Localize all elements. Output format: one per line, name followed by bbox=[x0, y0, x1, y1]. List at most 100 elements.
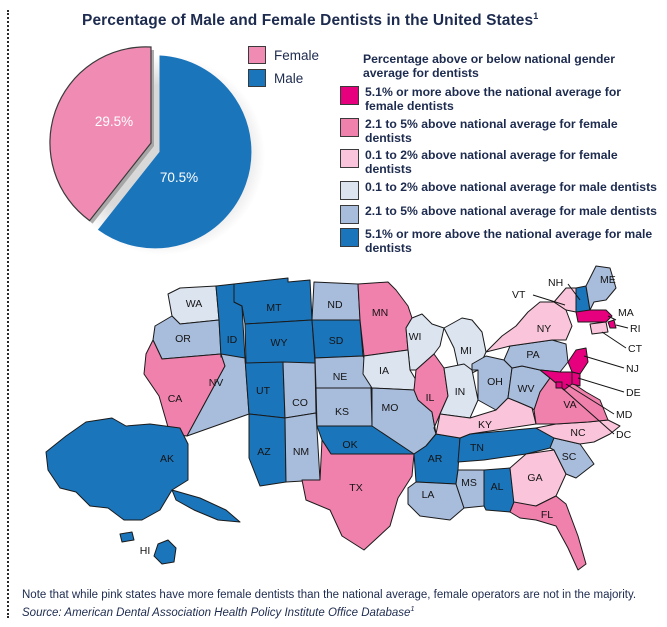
state-CT[interactable] bbox=[589, 321, 609, 335]
map-label-ID: ID bbox=[227, 334, 238, 346]
map-label-VA: VA bbox=[563, 399, 576, 411]
map-label-GA: GA bbox=[527, 472, 542, 484]
map-label-NJ: NJ bbox=[626, 363, 639, 375]
map-label-HI: HI bbox=[140, 545, 151, 557]
map-legend-swatch-m25 bbox=[340, 204, 359, 224]
map-legend: Percentage above or below national gende… bbox=[340, 52, 662, 259]
map-label-OK: OK bbox=[342, 439, 357, 451]
map-legend-label-f51: 5.1% or more above the national average … bbox=[365, 84, 622, 113]
us-map-svg: WA OR CA ID NV MT WY UT AZ CO NM ND SD N… bbox=[45, 265, 643, 571]
map-label-RI: RI bbox=[630, 323, 641, 335]
map-label-AR: AR bbox=[428, 453, 443, 465]
state-DE[interactable] bbox=[571, 371, 581, 387]
map-legend-swatch-m02 bbox=[340, 181, 359, 201]
map-label-NC: NC bbox=[570, 427, 586, 439]
state-DC[interactable] bbox=[555, 381, 563, 389]
state-LA[interactable] bbox=[407, 481, 465, 521]
map-label-TN: TN bbox=[470, 442, 484, 454]
pie-legend-swatch-female bbox=[248, 46, 266, 64]
pie-legend-item-male[interactable]: Male bbox=[248, 69, 348, 87]
map-legend-item-f02[interactable]: 0.1 to 2% above national average for fem… bbox=[340, 148, 662, 176]
pie-legend-swatch-male bbox=[248, 69, 266, 87]
leader-DC bbox=[561, 387, 615, 435]
map-legend-swatch-f25 bbox=[340, 117, 359, 137]
pie-slice-male[interactable] bbox=[97, 55, 252, 249]
state-AZ[interactable] bbox=[248, 413, 287, 487]
title-footnote-marker: 1 bbox=[533, 11, 539, 21]
map-label-NH: NH bbox=[548, 277, 563, 289]
leader-MA bbox=[607, 315, 617, 321]
map-label-OH: OH bbox=[487, 376, 503, 388]
state-MT[interactable] bbox=[233, 277, 313, 325]
leader-NH bbox=[567, 283, 581, 301]
footer-note: Note that while pink states have more fe… bbox=[22, 589, 637, 601]
map-legend-swatch-f51 bbox=[340, 85, 359, 105]
map-label-WV: WV bbox=[518, 383, 535, 395]
map-label-MS: MS bbox=[461, 477, 477, 489]
state-SC[interactable] bbox=[549, 437, 595, 479]
map-label-LA: LA bbox=[422, 489, 435, 501]
state-HI[interactable] bbox=[153, 539, 177, 565]
map-legend-label-m25: 2.1 to 5% above national average for mal… bbox=[365, 203, 657, 218]
map-label-CT: CT bbox=[628, 343, 643, 355]
map-label-PA: PA bbox=[526, 349, 539, 361]
map-label-DE: DE bbox=[626, 387, 641, 399]
state-NV[interactable] bbox=[186, 353, 250, 437]
map-label-KY: KY bbox=[478, 419, 492, 431]
map-legend-label-f25: 2.1 to 5% above national average for fem… bbox=[365, 116, 618, 145]
state-IA[interactable] bbox=[362, 349, 417, 391]
map-label-AK: AK bbox=[160, 453, 174, 465]
map-legend-label-m02: 0.1 to 2% above national average for mal… bbox=[365, 180, 657, 195]
state-CO[interactable] bbox=[282, 361, 317, 419]
map-label-MI: MI bbox=[460, 345, 472, 357]
footer-source-text: Source: American Dental Association Heal… bbox=[22, 606, 411, 619]
map-label-VT: VT bbox=[512, 289, 526, 301]
left-dotted-rule bbox=[7, 10, 9, 618]
map-label-SC: SC bbox=[562, 451, 577, 463]
map-legend-swatch-m51 bbox=[340, 228, 359, 248]
map-label-SD: SD bbox=[329, 335, 344, 347]
state-MA[interactable] bbox=[575, 309, 613, 323]
map-label-AL: AL bbox=[491, 481, 504, 493]
leader-VT bbox=[532, 294, 566, 306]
map-label-NE: NE bbox=[333, 371, 348, 383]
pie-legend-item-female[interactable]: Female bbox=[248, 46, 348, 64]
leader-RI bbox=[615, 324, 629, 329]
state-HI-islands[interactable] bbox=[119, 531, 135, 543]
map-label-UT: UT bbox=[256, 385, 271, 397]
page-title: Percentage of Male and Female Dentists i… bbox=[82, 11, 602, 30]
pie-chart-svg: 29.5% 70.5% bbox=[49, 46, 265, 255]
map-legend-swatch-f02 bbox=[340, 149, 359, 169]
map-legend-item-f51[interactable]: 5.1% or more above the national average … bbox=[340, 85, 662, 113]
map-legend-item-f25[interactable]: 2.1 to 5% above national average for fem… bbox=[340, 117, 662, 145]
state-RI[interactable] bbox=[607, 319, 617, 329]
map-label-AZ: AZ bbox=[257, 446, 271, 458]
map-label-OR: OR bbox=[175, 333, 191, 345]
state-FL[interactable] bbox=[509, 495, 587, 571]
state-AK-islands[interactable] bbox=[171, 489, 241, 523]
pie-chart: 29.5% 70.5% bbox=[48, 30, 278, 255]
map-label-IN: IN bbox=[455, 386, 466, 398]
state-MN[interactable] bbox=[357, 281, 413, 357]
map-label-DC: DC bbox=[616, 429, 632, 441]
pie-legend-label-male: Male bbox=[274, 70, 304, 86]
map-label-MA: MA bbox=[618, 307, 634, 319]
map-label-MD: MD bbox=[616, 409, 633, 421]
leader-DE bbox=[577, 377, 625, 393]
state-NJ[interactable] bbox=[567, 347, 589, 375]
map-legend-header: Percentage above or below national gende… bbox=[363, 52, 615, 81]
map-legend-item-m25[interactable]: 2.1 to 5% above national average for mal… bbox=[340, 204, 662, 224]
map-label-IL: IL bbox=[426, 392, 435, 404]
state-AK[interactable] bbox=[45, 417, 189, 521]
state-MD[interactable] bbox=[539, 369, 573, 391]
state-TX[interactable] bbox=[301, 439, 415, 551]
map-label-MT: MT bbox=[266, 302, 282, 314]
map-legend-item-m51[interactable]: 5.1% or more above the national average … bbox=[340, 227, 662, 255]
state-ME[interactable] bbox=[585, 265, 617, 311]
map-label-TX: TX bbox=[349, 482, 362, 494]
map-label-ND: ND bbox=[327, 299, 343, 311]
map-legend-item-m02[interactable]: 0.1 to 2% above national average for mal… bbox=[340, 180, 662, 201]
pie-slice-female[interactable] bbox=[49, 46, 152, 222]
map-label-MO: MO bbox=[382, 402, 399, 414]
